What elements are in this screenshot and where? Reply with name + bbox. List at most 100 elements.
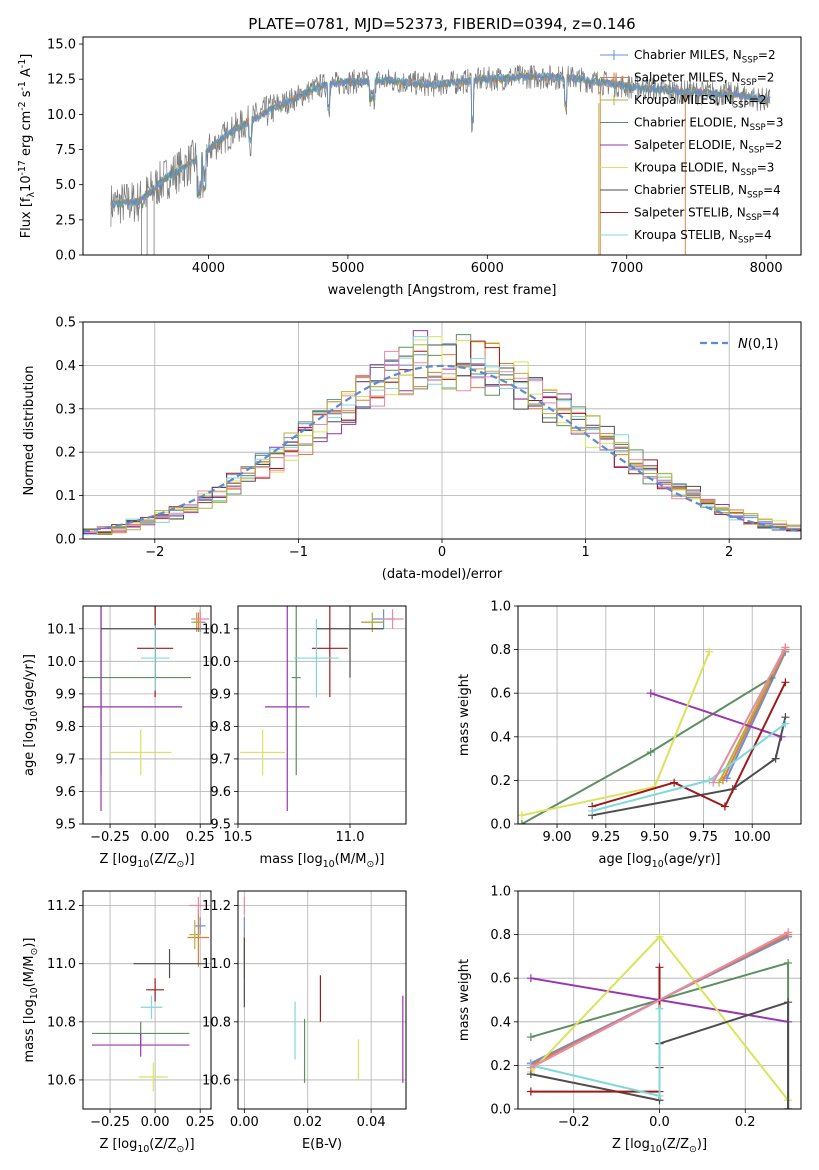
y-tick-label: 9.7 bbox=[210, 752, 231, 767]
y-tick-label: 9.9 bbox=[55, 687, 76, 702]
age-vs-Z-axes: −0.25 0.00 0.25 9.5 9.6 9.7 9.8 9.9 10.0 10.1 Z [l… bbox=[22, 606, 215, 870]
y-axis-label: age [log10(age/yr)] bbox=[22, 654, 40, 776]
y-tick-label: 2.5 bbox=[55, 213, 76, 228]
weight-vs-age-frame bbox=[517, 605, 802, 825]
age-vs-Z-plot-area bbox=[83, 606, 210, 811]
y-tick-label: 7.5 bbox=[55, 143, 76, 158]
model-spectrum bbox=[110, 72, 771, 209]
y-tick-label: 9.9 bbox=[210, 687, 231, 702]
weight-vs-age-axes: 9.00 9.25 9.50 9.75 10.00 0.0 0.2 0.4 0.6 0.8 1.0 a… bbox=[457, 600, 801, 870]
legend-label: Chabrier STELIB, NSSP=4 bbox=[634, 183, 781, 201]
weight-marker bbox=[720, 802, 729, 811]
y-tick-label: 0.2 bbox=[55, 446, 76, 461]
weight-marker bbox=[526, 1033, 535, 1042]
figure-title: PLATE=0781, MJD=52373, FIBERID=0394, z=0… bbox=[248, 15, 635, 33]
mass-vs-ebv-plot-area bbox=[243, 896, 404, 1083]
y-tick-label: 11.2 bbox=[47, 899, 76, 914]
y-tick-label: 5.0 bbox=[55, 178, 76, 193]
y-axis-label: mass [log10(M/M⊙)] bbox=[22, 938, 40, 1063]
x-axis-label: E(B-V) bbox=[302, 1137, 342, 1152]
residual-histogram bbox=[83, 344, 801, 535]
y-tick-label: 11.0 bbox=[47, 957, 76, 972]
x-axis-label: mass [log10(M/M⊙)] bbox=[260, 852, 385, 870]
x-tick-label: 1 bbox=[581, 545, 589, 560]
weight-line bbox=[591, 681, 787, 808]
y-tick-label: 9.6 bbox=[210, 785, 231, 800]
y-tick-label: 0.6 bbox=[490, 972, 511, 987]
weight-marker bbox=[655, 963, 664, 972]
x-tick-label: −2 bbox=[145, 545, 164, 560]
y-tick-label: 1.0 bbox=[490, 885, 511, 900]
spectrum-plot-area bbox=[110, 64, 771, 255]
weight-marker bbox=[781, 719, 790, 728]
x-tick-label: −0.2 bbox=[558, 1115, 590, 1130]
y-tick-label: 1.0 bbox=[490, 600, 511, 615]
y-tick-label: 11.0 bbox=[202, 957, 231, 972]
y-tick-label: 12.5 bbox=[47, 73, 76, 88]
weight-marker bbox=[781, 643, 790, 652]
y-tick-label: 10.0 bbox=[47, 655, 76, 670]
y-tick-label: 10.6 bbox=[47, 1073, 76, 1088]
y-tick-label: 0.0 bbox=[55, 533, 76, 548]
x-tick-label: 9.00 bbox=[543, 830, 572, 845]
y-tick-label: 0.2 bbox=[490, 774, 511, 789]
spectrum-axes: 4000 5000 6000 7000 8000 0.0 2.5 5.0 7.5 10.0 12.5… bbox=[17, 38, 783, 298]
weight-marker bbox=[646, 689, 655, 698]
x-tick-label: 0.0 bbox=[649, 1115, 670, 1130]
x-tick-label: 9.75 bbox=[689, 830, 718, 845]
weight-marker bbox=[526, 1063, 535, 1072]
mass-vs-Z-plot-area bbox=[92, 896, 210, 1092]
y-tick-label: 0.2 bbox=[490, 1059, 511, 1074]
x-tick-label: 0.2 bbox=[735, 1115, 756, 1130]
y-tick-label: 0.0 bbox=[490, 1103, 511, 1118]
mass-vs-ebv-axes: 0.00 0.02 0.04 10.6 10.8 11.0 11.2 E(B-V) bbox=[202, 891, 406, 1152]
legend-label: Chabrier MILES, NSSP=2 bbox=[634, 48, 776, 66]
weight-marker bbox=[781, 678, 790, 687]
x-tick-label: 0.00 bbox=[230, 1115, 259, 1130]
x-tick-label: −0.25 bbox=[90, 1115, 130, 1130]
y-axis-label: Flux [fλ10-17 erg cm-2 s-1 A-1] bbox=[17, 54, 37, 239]
mass-vs-Z-axes: −0.25 0.00 0.25 10.6 10.8 11.0 11.2 Z [log10(Z/… bbox=[22, 891, 215, 1155]
weight-marker bbox=[588, 806, 597, 815]
x-tick-label: 10.5 bbox=[224, 830, 253, 845]
x-axis-label: Z [log10(Z/Z⊙)] bbox=[612, 1137, 707, 1155]
weight-marker bbox=[784, 998, 793, 1007]
x-axis-label: age [log10(age/yr)] bbox=[599, 852, 721, 870]
x-axis-label: wavelength [Angstrom, rest frame] bbox=[328, 283, 557, 298]
y-tick-label: 0.8 bbox=[490, 643, 511, 658]
legend-label: Kroupa MILES, NSSP=2 bbox=[634, 93, 767, 111]
x-tick-label: 10.00 bbox=[734, 830, 771, 845]
y-tick-label: 10.1 bbox=[47, 622, 76, 637]
mass-vs-Z-frame bbox=[82, 890, 212, 1110]
y-axis-label: mass weight bbox=[457, 959, 472, 1041]
x-tick-label: 0.00 bbox=[141, 830, 170, 845]
model-spectrum bbox=[110, 71, 771, 209]
weight-line bbox=[530, 931, 789, 1069]
age-vs-Z-frame bbox=[82, 605, 212, 825]
weight-vs-Z-frame bbox=[517, 890, 802, 1110]
y-tick-label: 9.7 bbox=[55, 752, 76, 767]
x-tick-label: 0 bbox=[438, 545, 446, 560]
x-tick-label: 9.25 bbox=[591, 830, 620, 845]
weight-marker bbox=[784, 1105, 793, 1109]
y-tick-label: 0.4 bbox=[490, 730, 511, 745]
weight-marker bbox=[784, 928, 793, 937]
y-tick-label: 0.1 bbox=[55, 489, 76, 504]
weight-marker bbox=[526, 974, 535, 983]
x-tick-label: 8000 bbox=[750, 261, 783, 276]
x-tick-label: 9.50 bbox=[640, 830, 669, 845]
normal-curve bbox=[83, 364, 801, 533]
y-tick-label: 0.5 bbox=[55, 316, 76, 331]
x-tick-label: 11.0 bbox=[336, 830, 365, 845]
weight-vs-age-plot-area bbox=[518, 643, 790, 824]
age-vs-mass-frame bbox=[237, 605, 407, 825]
age-vs-mass-plot-area bbox=[240, 606, 404, 811]
x-tick-label: 0.25 bbox=[186, 1115, 215, 1130]
x-tick-label: 0.04 bbox=[357, 1115, 386, 1130]
x-tick-label: 2 bbox=[725, 545, 733, 560]
y-tick-label: 9.8 bbox=[210, 720, 231, 735]
legend-label: Salpeter STELIB, NSSP=4 bbox=[634, 206, 780, 224]
legend-label: N(0,1) bbox=[738, 337, 779, 352]
weight-marker bbox=[705, 647, 714, 656]
